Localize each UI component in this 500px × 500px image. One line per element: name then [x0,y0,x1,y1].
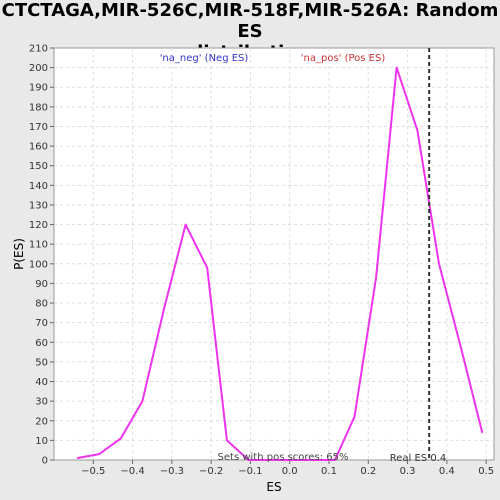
x-axis-label: ES [266,480,281,494]
data-point [269,459,271,461]
data-point [76,457,79,459]
y-tick-label: 130 [29,200,48,211]
data-point [481,431,484,434]
y-tick-label: 0 [42,456,48,467]
y-tick-label: 100 [29,259,48,270]
y-tick-label: 40 [35,377,48,388]
x-tick-label: 0.3 [400,466,416,477]
x-tick-label: 0.1 [321,466,337,477]
y-tick-label: 90 [35,279,48,290]
y-tick-label: 170 [29,122,48,133]
annotation-sets: Sets with pos scores: 65% [218,452,349,463]
y-tick-label: 50 [35,357,48,368]
x-tick-label: −0.4 [120,466,144,477]
y-tick-label: 60 [35,338,48,349]
y-tick-label: 200 [29,63,48,74]
data-point [459,345,462,348]
data-point [416,129,419,132]
series-group [76,66,484,461]
data-point [226,439,228,442]
x-tick-label: 0.4 [439,466,455,477]
y-tick-label: 150 [29,161,48,172]
y-tick-label: 10 [35,436,48,447]
y-tick-label: 80 [35,299,48,310]
x-tick-label: 0.2 [360,466,376,477]
x-tick-label: −0.1 [238,466,262,477]
y-tick-label: 190 [29,83,48,94]
data-point [395,66,398,69]
y-axis-label: P(ES) [12,238,26,270]
data-point [353,416,356,418]
annotation-pos: 'na_pos' (Pos ES) [301,53,386,64]
data-point [141,400,144,402]
y-tick-label: 210 [29,44,48,55]
data-point [206,266,209,269]
annotation-neg: 'na_neg' (Neg ES) [160,53,249,64]
y-tick-label: 180 [29,102,48,113]
x-tick-label: −0.2 [199,466,223,477]
data-point [334,459,336,461]
data-point [375,276,377,279]
grid [54,48,494,460]
y-tick-label: 110 [29,240,48,251]
data-point [98,453,100,455]
x-tick-label: −0.3 [160,466,184,477]
x-tick-label: 0.0 [282,466,298,477]
y-tick-label: 30 [35,397,48,408]
data-point [247,459,250,461]
y-tick-label: 70 [35,318,48,329]
plot-area [53,47,495,461]
y-tick-label: 120 [29,220,48,231]
data-point [119,437,122,440]
data-point [163,308,165,310]
data-point [438,263,440,265]
y-tick-label: 20 [35,416,48,427]
data-point [288,459,291,461]
y-tick-label: 140 [29,181,48,192]
data-point [312,459,315,461]
data-point [184,223,187,226]
y-tick-label: 160 [29,142,48,153]
x-tick-label: −0.5 [81,466,105,477]
es-distribution-line [77,66,484,461]
x-tick-label: 0.5 [478,466,494,477]
axis-ticks: 0 10 20 30 40 50 60 70 80 90 100 110 120 130 140 150 160… [29,44,494,478]
real-es-label: Real ES 0.4 [390,453,446,464]
